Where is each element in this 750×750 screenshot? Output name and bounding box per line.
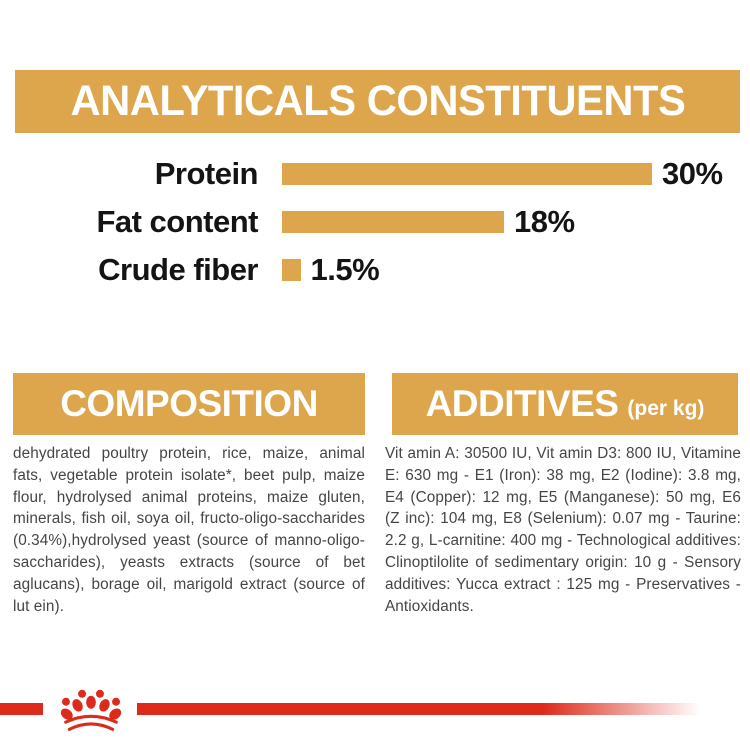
chart-row-protein: Protein 30% xyxy=(15,150,735,198)
nutrient-bar-chart: Protein 30% Fat content 18% Crude fiber … xyxy=(15,150,735,294)
additives-body: Vit amin A: 30500 IU, Vit amin D3: 800 I… xyxy=(385,445,741,615)
bar-value: 1.5% xyxy=(310,252,380,287)
bar-value: 30% xyxy=(662,156,723,191)
bar-label: Crude fiber xyxy=(98,252,258,287)
chart-row-fat: Fat content 18% xyxy=(15,198,735,246)
bar-label: Protein xyxy=(154,156,259,191)
bar-label: Fat content xyxy=(96,204,258,239)
footer-stripe-left xyxy=(0,703,43,715)
composition-banner: COMPOSITION xyxy=(13,373,365,435)
analytical-constituents-banner: ANALYTICALS CONSTITUENTS xyxy=(15,70,740,133)
additives-title: ADDITIVES xyxy=(425,383,619,424)
page-title: ANALYTICALS CONSTITUENTS xyxy=(70,77,685,125)
crude-fiber-bar xyxy=(282,259,301,281)
fat-content-bar xyxy=(282,211,504,233)
additives-banner: ADDITIVES (per kg) xyxy=(392,373,738,435)
additives-unit: (per kg) xyxy=(627,397,705,420)
composition-body: dehydrated poultry protein, rice, maize,… xyxy=(13,445,365,615)
chart-row-fiber: Crude fiber 1.5% xyxy=(15,246,735,294)
royal-canin-crown-icon xyxy=(60,689,122,731)
composition-title: COMPOSITION xyxy=(60,383,318,424)
footer-stripe-right xyxy=(137,703,700,715)
protein-bar xyxy=(282,163,652,185)
bar-value: 18% xyxy=(514,204,575,239)
